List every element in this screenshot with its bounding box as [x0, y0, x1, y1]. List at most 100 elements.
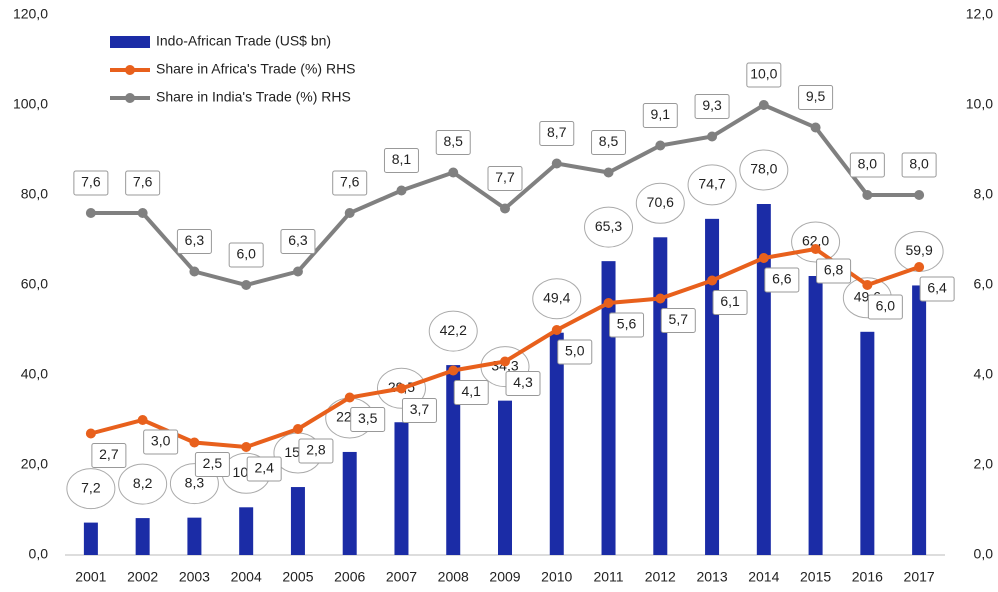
marker	[292, 424, 303, 434]
marker	[137, 415, 148, 425]
data-label: 6,0	[876, 298, 896, 314]
label-box	[143, 429, 179, 455]
legend-label: Share in India's Trade (%) RHS	[156, 89, 351, 105]
y-tick-label: 100,0	[13, 96, 48, 112]
label-box	[539, 121, 575, 146]
label-box	[798, 85, 834, 110]
data-label: 2,8	[306, 442, 326, 458]
legend-label: Share in Africa's Trade (%) RHS	[156, 61, 356, 77]
marker	[448, 365, 459, 376]
label-box	[194, 452, 230, 477]
data-label: 4,3	[513, 374, 533, 390]
y-tick-label: 60,0	[21, 276, 48, 292]
label-box	[246, 456, 282, 482]
label-box	[867, 294, 903, 320]
label-bubble	[532, 278, 582, 320]
data-label: 8,5	[444, 133, 464, 149]
marker	[603, 167, 614, 178]
marker	[862, 190, 873, 200]
data-label: 5,6	[617, 316, 637, 332]
label-bubble	[739, 149, 789, 191]
label-bubble	[635, 182, 685, 224]
marker	[758, 253, 769, 263]
data-label: 78,0	[750, 161, 777, 177]
data-label: 3,0	[151, 433, 171, 449]
bar	[83, 522, 98, 555]
data-label: 2,7	[99, 446, 119, 462]
marker	[241, 442, 252, 452]
label-box	[453, 380, 489, 405]
label-box	[660, 308, 696, 333]
marker	[810, 244, 821, 254]
data-label: 9,5	[806, 88, 826, 104]
marker	[85, 428, 96, 439]
x-tick-label: 2009	[489, 569, 520, 585]
bar	[239, 507, 254, 555]
bar	[912, 285, 927, 555]
x-tick-label: 2016	[852, 569, 883, 585]
marker	[500, 356, 510, 367]
label-box	[73, 170, 109, 196]
x-tick-label: 2017	[904, 569, 935, 585]
x-tick-label: 2002	[127, 569, 158, 585]
data-label: 5,0	[565, 343, 585, 359]
x-tick-label: 2001	[75, 569, 106, 585]
data-label: 7,6	[81, 174, 101, 190]
data-label: 8,7	[547, 124, 567, 140]
marker	[292, 266, 303, 277]
bar	[653, 237, 668, 556]
y2-tick-label: 4,0	[974, 366, 994, 382]
data-label: 3,5	[358, 410, 378, 426]
data-label: 2,4	[254, 460, 274, 476]
data-label: 6,3	[185, 232, 205, 248]
label-box	[298, 438, 334, 464]
data-label: 6,8	[824, 262, 844, 278]
data-label: 8,5	[599, 133, 619, 149]
legend-swatch	[125, 93, 135, 103]
data-label: 8,0	[909, 156, 929, 172]
bar	[394, 422, 409, 555]
data-label: 6,4	[927, 280, 947, 296]
data-label: 8,3	[185, 474, 205, 490]
label-box	[609, 312, 645, 338]
marker	[655, 140, 666, 151]
bar	[342, 451, 357, 555]
y2-tick-label: 6,0	[974, 276, 994, 292]
y2-tick-label: 12,0	[966, 6, 993, 22]
data-label: 49,4	[543, 289, 570, 305]
x-tick-label: 2004	[231, 569, 262, 585]
marker	[189, 437, 200, 448]
bar	[860, 331, 875, 555]
label-box	[849, 152, 885, 178]
label-bubble	[687, 164, 737, 206]
marker	[758, 100, 769, 110]
marker	[500, 203, 510, 214]
label-box	[401, 398, 437, 423]
data-label: 6,0	[236, 246, 256, 262]
marker	[655, 293, 666, 304]
data-label: 59,9	[905, 242, 932, 258]
label-box	[350, 407, 386, 432]
bar	[705, 218, 720, 555]
marker	[707, 131, 718, 142]
legend-label: Indo-African Trade (US$ bn)	[156, 33, 331, 49]
legend-swatch	[110, 36, 150, 48]
data-label: 4,1	[462, 383, 482, 399]
data-label: 62,0	[802, 233, 829, 249]
x-tick-label: 2011	[593, 569, 623, 585]
marker	[551, 325, 562, 335]
x-tick-label: 2010	[541, 569, 572, 585]
data-label: 7,2	[81, 479, 101, 495]
x-tick-label: 2006	[334, 569, 365, 585]
x-tick-label: 2014	[748, 569, 779, 585]
bar	[290, 487, 305, 555]
x-tick-label: 2012	[645, 569, 676, 585]
bar	[808, 276, 823, 555]
y-tick-label: 40,0	[21, 366, 48, 382]
label-box	[435, 130, 471, 155]
data-label: 7,6	[133, 174, 153, 190]
data-label: 6,1	[720, 293, 740, 309]
data-label: 8,2	[133, 475, 153, 491]
label-box	[487, 166, 523, 191]
